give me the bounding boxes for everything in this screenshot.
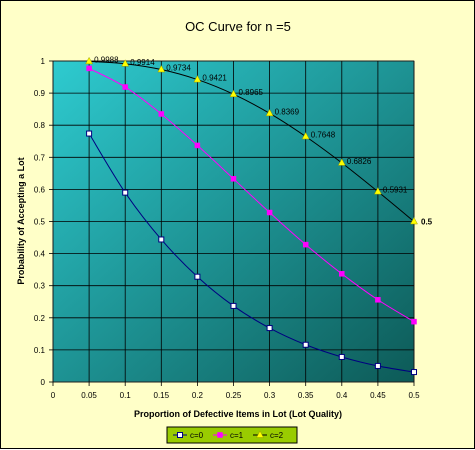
- data-point-c=1: [411, 318, 417, 325]
- y-axis-title: Probability of Accepting a Lot: [16, 157, 26, 284]
- series-line-c=1: [88, 67, 415, 323]
- legend: c=0 c=1 c=2: [166, 426, 298, 444]
- data-point-c=2: [373, 187, 382, 195]
- data-label: 0.8965: [239, 88, 264, 97]
- data-point-c=1: [375, 297, 381, 303]
- data-point-c=0: [374, 362, 381, 369]
- legend-label-c=1: c=1: [230, 431, 244, 440]
- data-point-c=2: [410, 216, 418, 225]
- y-tick-label: 0.4: [34, 250, 46, 259]
- y-tick-label: 0.1: [34, 346, 46, 355]
- data-label: 0.9421: [202, 74, 227, 83]
- data-point-c=2: [301, 131, 310, 140]
- data-label: 0.6826: [347, 157, 372, 166]
- x-tick-label: 0.3: [264, 391, 276, 400]
- y-tick-label: 0.6: [34, 185, 46, 194]
- y-tick-label: 0.5: [34, 218, 46, 227]
- data-point-c=0: [230, 302, 237, 309]
- x-tick-label: 0: [51, 391, 56, 400]
- data-point-c=1: [122, 84, 128, 90]
- data-label: 0.8369: [275, 107, 300, 116]
- data-point-c=0: [122, 189, 129, 196]
- y-tick-label: 0: [41, 378, 46, 387]
- data-point-c=1: [194, 142, 201, 149]
- x-axis-title: Proportion of Defective Items in Lot (Lo…: [134, 409, 342, 419]
- data-point-c=2: [229, 89, 238, 97]
- data-labels: 0.9988 0.9914 0.9734 0.9421 0.8965 0.8369 0.76…: [94, 55, 433, 226]
- x-tick-label: 0.25: [226, 391, 242, 400]
- data-point-c=1: [339, 271, 345, 277]
- y-tick-label: 0.2: [34, 314, 46, 323]
- data-point-c=2: [337, 158, 346, 166]
- data-point-c=2: [193, 75, 202, 83]
- data-label: 0.5931: [383, 186, 408, 195]
- x-tick-label: 0.05: [81, 391, 97, 400]
- data-point-c=2: [121, 59, 130, 67]
- legend-label-c=2: c=2: [270, 431, 284, 440]
- y-tick-label: 0.9: [34, 89, 46, 98]
- legend-label-c=0: c=0: [190, 431, 204, 440]
- tick-labels: 0 0.05 0.1 0.15 0.2 0.25 0.3 0.35 0.4 0.45 0.5 0 0.1…: [34, 57, 420, 400]
- data-point-c=1: [302, 241, 309, 248]
- data-point-c=2: [265, 108, 274, 117]
- data-label: 0.9734: [166, 64, 191, 73]
- data-label: 0.9914: [130, 58, 155, 67]
- legend-marker-c=1: [217, 432, 223, 438]
- x-tick-label: 0.2: [192, 391, 204, 400]
- data-label: 0.5: [421, 218, 433, 227]
- data-point-c=1: [230, 176, 237, 182]
- legend-box: [166, 426, 298, 444]
- legend-marker-c=2: [256, 430, 264, 438]
- data-point-c=0: [338, 353, 345, 360]
- chart-title: OC Curve for n =5: [185, 19, 291, 34]
- series-line-c=0: [88, 133, 415, 373]
- data-label: 0.9988: [94, 55, 119, 64]
- x-tick-label: 0.45: [370, 391, 386, 400]
- y-tick-label: 0.7: [34, 153, 46, 162]
- y-tick-label: 1: [41, 57, 46, 66]
- series: [85, 56, 418, 376]
- data-point-c=0: [302, 341, 309, 348]
- data-point-c=0: [158, 236, 165, 243]
- data-point-c=1: [266, 209, 273, 216]
- x-tick-label: 0.35: [298, 391, 314, 400]
- data-label: 0.7648: [311, 130, 336, 139]
- data-point-c=1: [158, 111, 165, 117]
- x-tick-label: 0.15: [154, 391, 170, 400]
- y-tick-label: 0.8: [34, 121, 46, 130]
- data-point-c=0: [194, 273, 201, 280]
- data-point-c=2: [157, 65, 166, 73]
- x-tick-label: 0.4: [336, 391, 348, 400]
- x-tick-label: 0.5: [408, 391, 420, 400]
- data-point-c=0: [411, 369, 417, 376]
- series-line-c=2: [89, 60, 415, 222]
- data-point-c=0: [86, 130, 93, 137]
- data-point-c=0: [266, 325, 273, 332]
- y-tick-label: 0.3: [34, 282, 46, 291]
- legend-marker-c=0: [177, 432, 183, 438]
- data-point-c=1: [86, 65, 92, 72]
- data-point-c=2: [85, 56, 94, 65]
- x-tick-label: 0.1: [120, 391, 132, 400]
